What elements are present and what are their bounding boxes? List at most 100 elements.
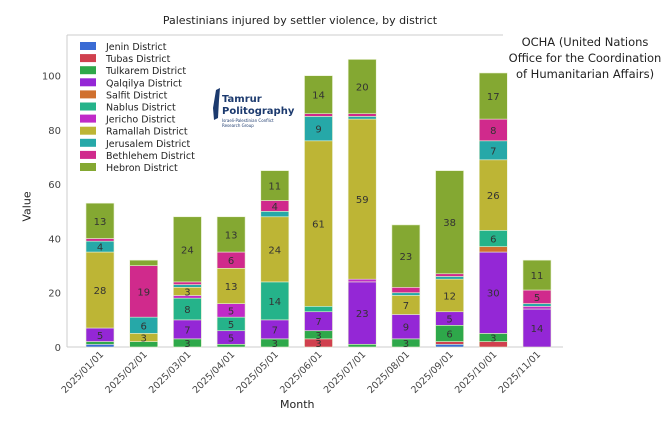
data-label: 9 — [315, 125, 321, 136]
x-tick-label: 2025/04/01 — [191, 349, 238, 396]
data-label: 3 — [184, 339, 190, 350]
x-tick-label: 2025/08/01 — [366, 349, 413, 396]
y-tick-label: 80 — [48, 126, 61, 137]
x-axis-label: Month — [280, 398, 315, 411]
data-label: 6 — [141, 321, 147, 332]
legend-label: Salfit District — [106, 90, 168, 101]
data-label: 4 — [97, 243, 103, 254]
data-label: 7 — [403, 301, 409, 312]
svg-text:Israeli-Palestinian Conflict: Israeli-Palestinian Conflict — [222, 118, 274, 123]
legend-swatch — [80, 54, 96, 63]
data-label: 11 — [531, 271, 544, 282]
data-label: 3 — [184, 287, 190, 298]
data-label: 12 — [443, 291, 456, 302]
data-label: 24 — [181, 245, 194, 256]
y-tick-label: 40 — [48, 234, 61, 245]
bar-segment — [435, 343, 464, 348]
chart-title: Palestinians injured by settler violence… — [162, 14, 438, 27]
y-tick-label: 0 — [55, 343, 61, 354]
data-label: 3 — [490, 334, 496, 345]
legend-swatch — [80, 42, 96, 50]
data-label: 20 — [356, 83, 369, 94]
data-label: 5 — [446, 315, 452, 326]
legend-label: Jenin District — [105, 42, 167, 53]
data-label: 9 — [403, 323, 409, 334]
bar-segment — [85, 251, 115, 329]
bar-segment — [85, 341, 115, 345]
legend-label: Bethlehem District — [106, 151, 195, 162]
data-label: 14 — [268, 297, 281, 308]
legend-label: Hebron District — [106, 163, 178, 174]
data-label: 3 — [315, 339, 321, 350]
legend-swatch — [80, 163, 96, 171]
x-tick-label: 2025/05/01 — [234, 349, 281, 396]
bar-segment — [173, 216, 202, 283]
bar-segment — [216, 268, 246, 304]
svg-text:Politography: Politography — [222, 106, 295, 117]
legend-label: Tubas District — [105, 54, 171, 65]
bar-segment — [347, 59, 377, 114]
legend-label: Qalqilya District — [106, 78, 182, 89]
x-tick-label: 2025/06/01 — [278, 349, 325, 396]
bar-segment — [435, 278, 464, 313]
data-label: 4 — [272, 202, 278, 213]
x-tick-label: 2025/01/01 — [60, 349, 107, 396]
bar-segment — [347, 278, 377, 283]
data-label: 23 — [400, 252, 413, 263]
x-tick-label: 2025/03/01 — [147, 349, 194, 396]
data-label: 5 — [97, 331, 103, 342]
bar-segment — [85, 238, 115, 242]
legend-swatch — [80, 150, 96, 159]
data-label: 24 — [268, 245, 281, 256]
bar-segment — [85, 343, 115, 348]
bar-segment — [173, 281, 202, 285]
bar-segment — [129, 259, 158, 266]
bar-segment — [435, 341, 464, 345]
bar-segment — [522, 306, 552, 310]
legend-swatch — [80, 138, 96, 147]
legend-label: Nablus District — [106, 103, 176, 114]
data-label: 3 — [315, 331, 321, 342]
legend-label: Ramallah District — [106, 127, 188, 138]
x-tick-label: 2025/10/01 — [453, 349, 500, 396]
legend-swatch — [80, 126, 96, 135]
data-label: 6 — [446, 329, 452, 340]
bar-segment — [522, 303, 552, 307]
data-label: 5 — [534, 293, 540, 304]
bar-segment — [304, 116, 333, 142]
svg-text:Research Group: Research Group — [222, 123, 254, 128]
x-tick-label: 2025/11/01 — [497, 349, 544, 396]
data-label: 23 — [356, 309, 369, 320]
bar-segment — [129, 265, 158, 318]
data-label: 6 — [228, 256, 234, 267]
legend-label: Tulkarem District — [105, 66, 186, 77]
data-label: 7 — [490, 146, 496, 157]
legend-swatch — [80, 66, 96, 75]
bar-segment — [347, 281, 377, 345]
legend-label: Jericho District — [105, 115, 176, 126]
data-label: 5 — [228, 306, 234, 317]
bar-segment — [216, 343, 246, 348]
svg-text:Tamrur: Tamrur — [222, 94, 262, 105]
legend-swatch — [80, 114, 96, 123]
data-label: 38 — [443, 218, 456, 229]
bar-segment — [435, 273, 464, 277]
bar-segment — [347, 343, 377, 348]
bar-segment — [85, 202, 115, 239]
x-tick-label: 2025/09/01 — [409, 349, 456, 396]
bar-segment — [435, 170, 464, 275]
bar-segment — [260, 170, 290, 201]
data-label: 13 — [94, 217, 107, 228]
bar-segment — [478, 251, 508, 334]
data-label: 5 — [228, 320, 234, 331]
data-label: 30 — [487, 289, 500, 300]
bar-segment — [304, 75, 333, 114]
x-tick-label: 2025/07/01 — [322, 349, 369, 396]
data-label: 6 — [490, 234, 496, 245]
bar-segment — [478, 72, 508, 120]
bar-segment — [391, 314, 421, 340]
data-label: 61 — [312, 220, 325, 231]
data-label: 13 — [225, 282, 238, 293]
